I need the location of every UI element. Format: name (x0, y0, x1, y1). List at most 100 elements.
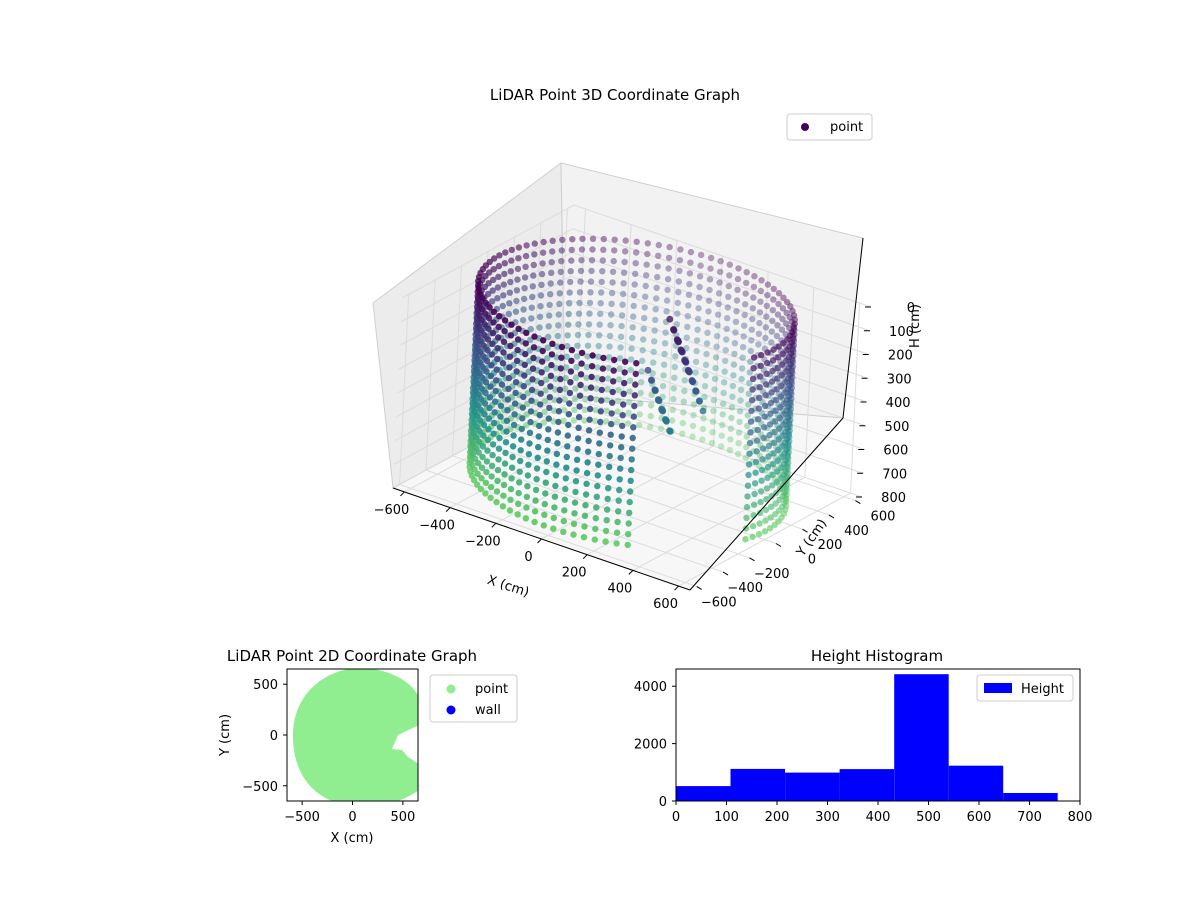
cloud-point (721, 368, 728, 375)
cloud-point (770, 460, 777, 468)
cloud-point (728, 404, 736, 411)
cloud-point (557, 365, 565, 372)
cloud-point (502, 449, 509, 457)
cloud-point (657, 425, 665, 432)
plot-2d: LiDAR Point 2D Coordinate Graph −500 0 500… (218, 647, 518, 846)
cloud-point (552, 472, 560, 479)
cloud-point (516, 468, 523, 475)
cloud-point (774, 364, 781, 371)
cloud-point (588, 257, 596, 264)
z-tick-label: 0 (907, 301, 915, 316)
cloud-point (563, 464, 570, 471)
cloud-point (720, 389, 727, 397)
cloud-point (758, 477, 765, 484)
cloud-point (470, 476, 478, 484)
cloud-point (705, 297, 713, 304)
cloud-point (756, 394, 763, 401)
cloud-point (751, 490, 758, 498)
cloud-point (541, 397, 549, 405)
x-tick (400, 491, 405, 497)
cloud-point (592, 515, 599, 522)
cloud-point (533, 476, 540, 483)
cloud-point (483, 368, 490, 375)
cloud-point (584, 459, 591, 466)
cloud-point (585, 321, 593, 328)
legend-3d: point (786, 113, 873, 141)
cloud-point (539, 249, 547, 256)
cloud-point (606, 452, 613, 460)
cloud-point (629, 434, 636, 442)
cloud-point (771, 521, 778, 528)
cloud-point (557, 375, 564, 383)
cloud-point (514, 265, 522, 273)
cloud-point (639, 347, 646, 354)
cloud-point (734, 450, 742, 458)
cloud-point (619, 422, 626, 429)
cloud-point (555, 311, 562, 318)
cloud-point (561, 396, 568, 403)
cloud-point (525, 451, 533, 458)
cloud-point (682, 358, 690, 366)
cloud-point (666, 243, 673, 251)
cloud-point (713, 332, 721, 340)
cloud-point (666, 428, 674, 435)
cloud-point (518, 436, 525, 443)
cloud-point (745, 390, 752, 397)
cloud-point (627, 356, 635, 363)
cloud-point (695, 294, 703, 301)
cloud-point (483, 458, 491, 465)
cloud-point (762, 402, 769, 410)
cloud-point (572, 374, 580, 381)
cloud-point (768, 492, 775, 500)
cloud-point (553, 450, 561, 458)
cloud-point (641, 304, 648, 311)
cloud-point (766, 431, 773, 439)
cloud-point (546, 394, 553, 401)
cloud-point (577, 381, 584, 389)
cloud-point (501, 270, 508, 278)
cloud-point (772, 500, 779, 507)
cloud-point (534, 454, 541, 461)
cloud-point (680, 398, 687, 405)
grid-line (396, 323, 866, 427)
cloud-point (489, 340, 496, 347)
cloud-point (642, 293, 649, 300)
cloud-point (583, 374, 590, 381)
cloud-point (515, 500, 522, 507)
cloud-point (680, 409, 687, 416)
cloud-point (755, 330, 763, 337)
cloud-point (545, 333, 552, 341)
cloud-point (586, 405, 594, 413)
cloud-point (614, 518, 621, 526)
x-tick-label-hist: 800 (1068, 810, 1093, 825)
cloud-point (513, 357, 521, 364)
cloud-point (557, 268, 564, 276)
grid-line (558, 398, 856, 502)
cloud-point (772, 407, 779, 414)
cloud-point (585, 437, 592, 445)
cloud-point (553, 354, 560, 361)
cloud-point (733, 297, 741, 304)
cloud-point (757, 298, 764, 305)
cloud-point (550, 525, 557, 532)
cloud-point (762, 392, 769, 399)
legend-2d: point wall (429, 674, 518, 723)
cloud-point (496, 252, 503, 259)
cloud-point (594, 482, 601, 490)
cloud-point (477, 406, 484, 413)
legend-height-label: Height (1021, 682, 1064, 697)
legend-histogram: Height (976, 674, 1074, 702)
histogram-bar (676, 786, 731, 801)
cloud-point (599, 268, 606, 275)
cloud-point (530, 344, 538, 351)
grid-line (399, 483, 697, 587)
cloud-point (757, 373, 764, 380)
cloud-point (755, 416, 762, 423)
cloud-point (494, 355, 501, 363)
legend-wall-label: wall (475, 703, 501, 718)
cloud-point (568, 257, 575, 264)
cloud-point (675, 289, 682, 296)
cloud-point (627, 366, 634, 374)
cloud-point (519, 415, 526, 422)
